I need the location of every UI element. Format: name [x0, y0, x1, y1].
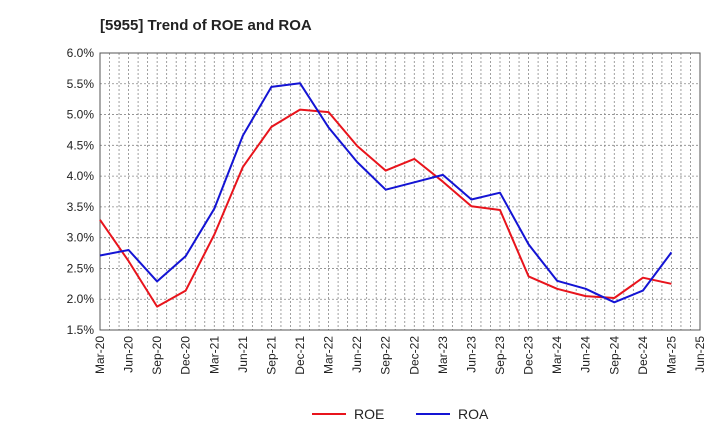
x-tick-label: Mar-23 — [436, 336, 450, 374]
x-tick-label: Dec-20 — [179, 336, 193, 375]
y-tick-label: 2.5% — [67, 261, 95, 275]
x-tick-label: Sep-21 — [264, 336, 278, 375]
x-tick-label: Sep-24 — [607, 336, 621, 375]
y-axis: 6.0% 5.5% 5.0% 4.5% 4.0% 3.5% 3.0% 2.5% 2.0% 1.5% — [67, 46, 95, 337]
x-tick-label: Mar-22 — [322, 336, 336, 374]
y-tick-label: 1.5% — [67, 323, 95, 337]
series-line-roa — [99, 82, 673, 304]
legend-roe-label: ROE — [354, 406, 384, 422]
series-line-roe — [99, 108, 672, 308]
y-tick-label: 5.5% — [67, 77, 95, 91]
x-tick-label: Sep-22 — [379, 336, 393, 375]
legend-roa-label: ROA — [458, 406, 489, 422]
x-tick-label: Jun-23 — [464, 336, 478, 373]
x-tick-label: Sep-23 — [493, 336, 507, 375]
grid — [99, 52, 701, 331]
x-tick-label: Mar-21 — [207, 336, 221, 374]
y-tick-label: 3.0% — [67, 231, 95, 245]
legend: ROE ROA — [312, 406, 489, 422]
x-tick-label: Mar-20 — [93, 336, 107, 374]
series-lines — [99, 82, 673, 308]
x-tick-label: Dec-24 — [636, 336, 650, 375]
y-tick-label: 4.0% — [67, 169, 95, 183]
chart-title: [5955] Trend of ROE and ROA — [100, 17, 312, 34]
x-tick-label: Jun-25 — [693, 336, 707, 373]
x-tick-label: Dec-22 — [407, 336, 421, 375]
x-tick-label: Jun-20 — [122, 336, 136, 373]
y-tick-label: 5.0% — [67, 108, 95, 122]
x-tick-label: Jun-21 — [236, 336, 250, 373]
plot-area — [99, 52, 701, 331]
x-tick-label: Mar-24 — [550, 336, 564, 374]
y-tick-label: 4.5% — [67, 138, 95, 152]
x-tick-label: Mar-25 — [664, 336, 678, 374]
y-tick-label: 3.5% — [67, 200, 95, 214]
y-tick-label: 6.0% — [67, 46, 95, 60]
x-tick-label: Jun-22 — [350, 336, 364, 373]
x-tick-label: Dec-23 — [522, 336, 536, 375]
x-axis: Mar-20 Jun-20 Sep-20 Dec-20 Mar-21 Jun-21 Sep-… — [93, 336, 707, 375]
y-tick-label: 2.0% — [67, 292, 95, 306]
x-tick-label: Dec-21 — [293, 336, 307, 375]
x-tick-label: Jun-24 — [579, 336, 593, 373]
x-tick-label: Sep-20 — [150, 336, 164, 375]
